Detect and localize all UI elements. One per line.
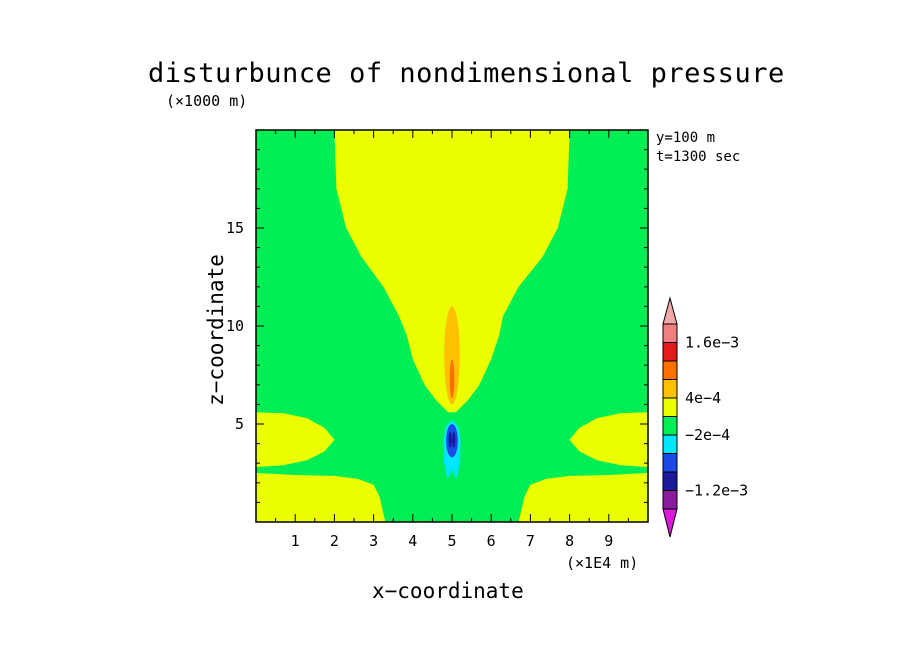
x-tick-label: 1 — [291, 532, 300, 550]
contour-region-negative-inner — [446, 424, 458, 458]
x-axis-label: x−coordinate — [372, 579, 524, 603]
y-tick-label: 5 — [235, 415, 244, 433]
x-tick-label: 7 — [526, 532, 535, 550]
colorbar-swatch — [662, 434, 678, 454]
colorbar-label: −2e−4 — [685, 426, 730, 444]
y-axis-unit: (×1000 m) — [166, 92, 248, 110]
chart-title: disturbunce of nondimensional pressure — [148, 58, 785, 89]
plot-axes: 1 2 3 4 5 6 7 8 9 5 10 15 — [226, 129, 649, 550]
annotation-y-position: y=100 m — [656, 130, 716, 146]
y-tick-label: 15 — [226, 219, 244, 237]
contour-region-right-lobe — [569, 412, 648, 468]
contour-region-positive-peak — [449, 359, 455, 399]
x-tick-label: 6 — [487, 532, 496, 550]
contour-region-negative-core-left — [448, 431, 452, 448]
x-tick-label: 4 — [408, 532, 417, 550]
colorbar-swatch — [662, 342, 678, 362]
colorbar-swatch — [662, 323, 678, 343]
colorbar-swatch — [662, 379, 678, 399]
x-tick-label: 8 — [565, 532, 574, 550]
annotation-time: t=1300 sec — [656, 149, 741, 165]
x-tick-label: 3 — [369, 532, 378, 550]
colorbar-bottom-arrow — [662, 508, 678, 538]
plot-area — [256, 130, 648, 522]
contour-region-negative-core-right — [452, 431, 456, 448]
x-tick-label: 2 — [330, 532, 339, 550]
colorbar: −1.2e−3 −2e−4 4e−4 1.6e−3 — [662, 296, 748, 538]
colorbar-label: −1.2e−3 — [685, 482, 748, 500]
x-tick-label: 5 — [447, 532, 456, 550]
colorbar-swatch — [662, 471, 678, 491]
x-axis-unit: (×1E4 m) — [566, 554, 639, 572]
contour-region-plume — [334, 130, 570, 413]
contour-region-left-lobe — [256, 412, 335, 468]
contour-region-positive-core — [444, 306, 460, 405]
colorbar-top-arrow — [662, 296, 678, 325]
contour-region-bottom-right-lobe — [518, 473, 648, 522]
x-tick-label: 9 — [604, 532, 613, 550]
colorbar-swatch — [662, 490, 678, 510]
colorbar-swatch — [662, 416, 678, 436]
colorbar-swatch — [662, 397, 678, 417]
colorbar-swatch — [662, 360, 678, 380]
colorbar-label: 1.6e−3 — [685, 334, 739, 352]
colorbar-swatch — [662, 453, 678, 473]
contour-region-bottom-left-lobe — [256, 473, 386, 522]
colorbar-label: 4e−4 — [685, 389, 721, 407]
y-tick-label: 10 — [226, 317, 244, 335]
